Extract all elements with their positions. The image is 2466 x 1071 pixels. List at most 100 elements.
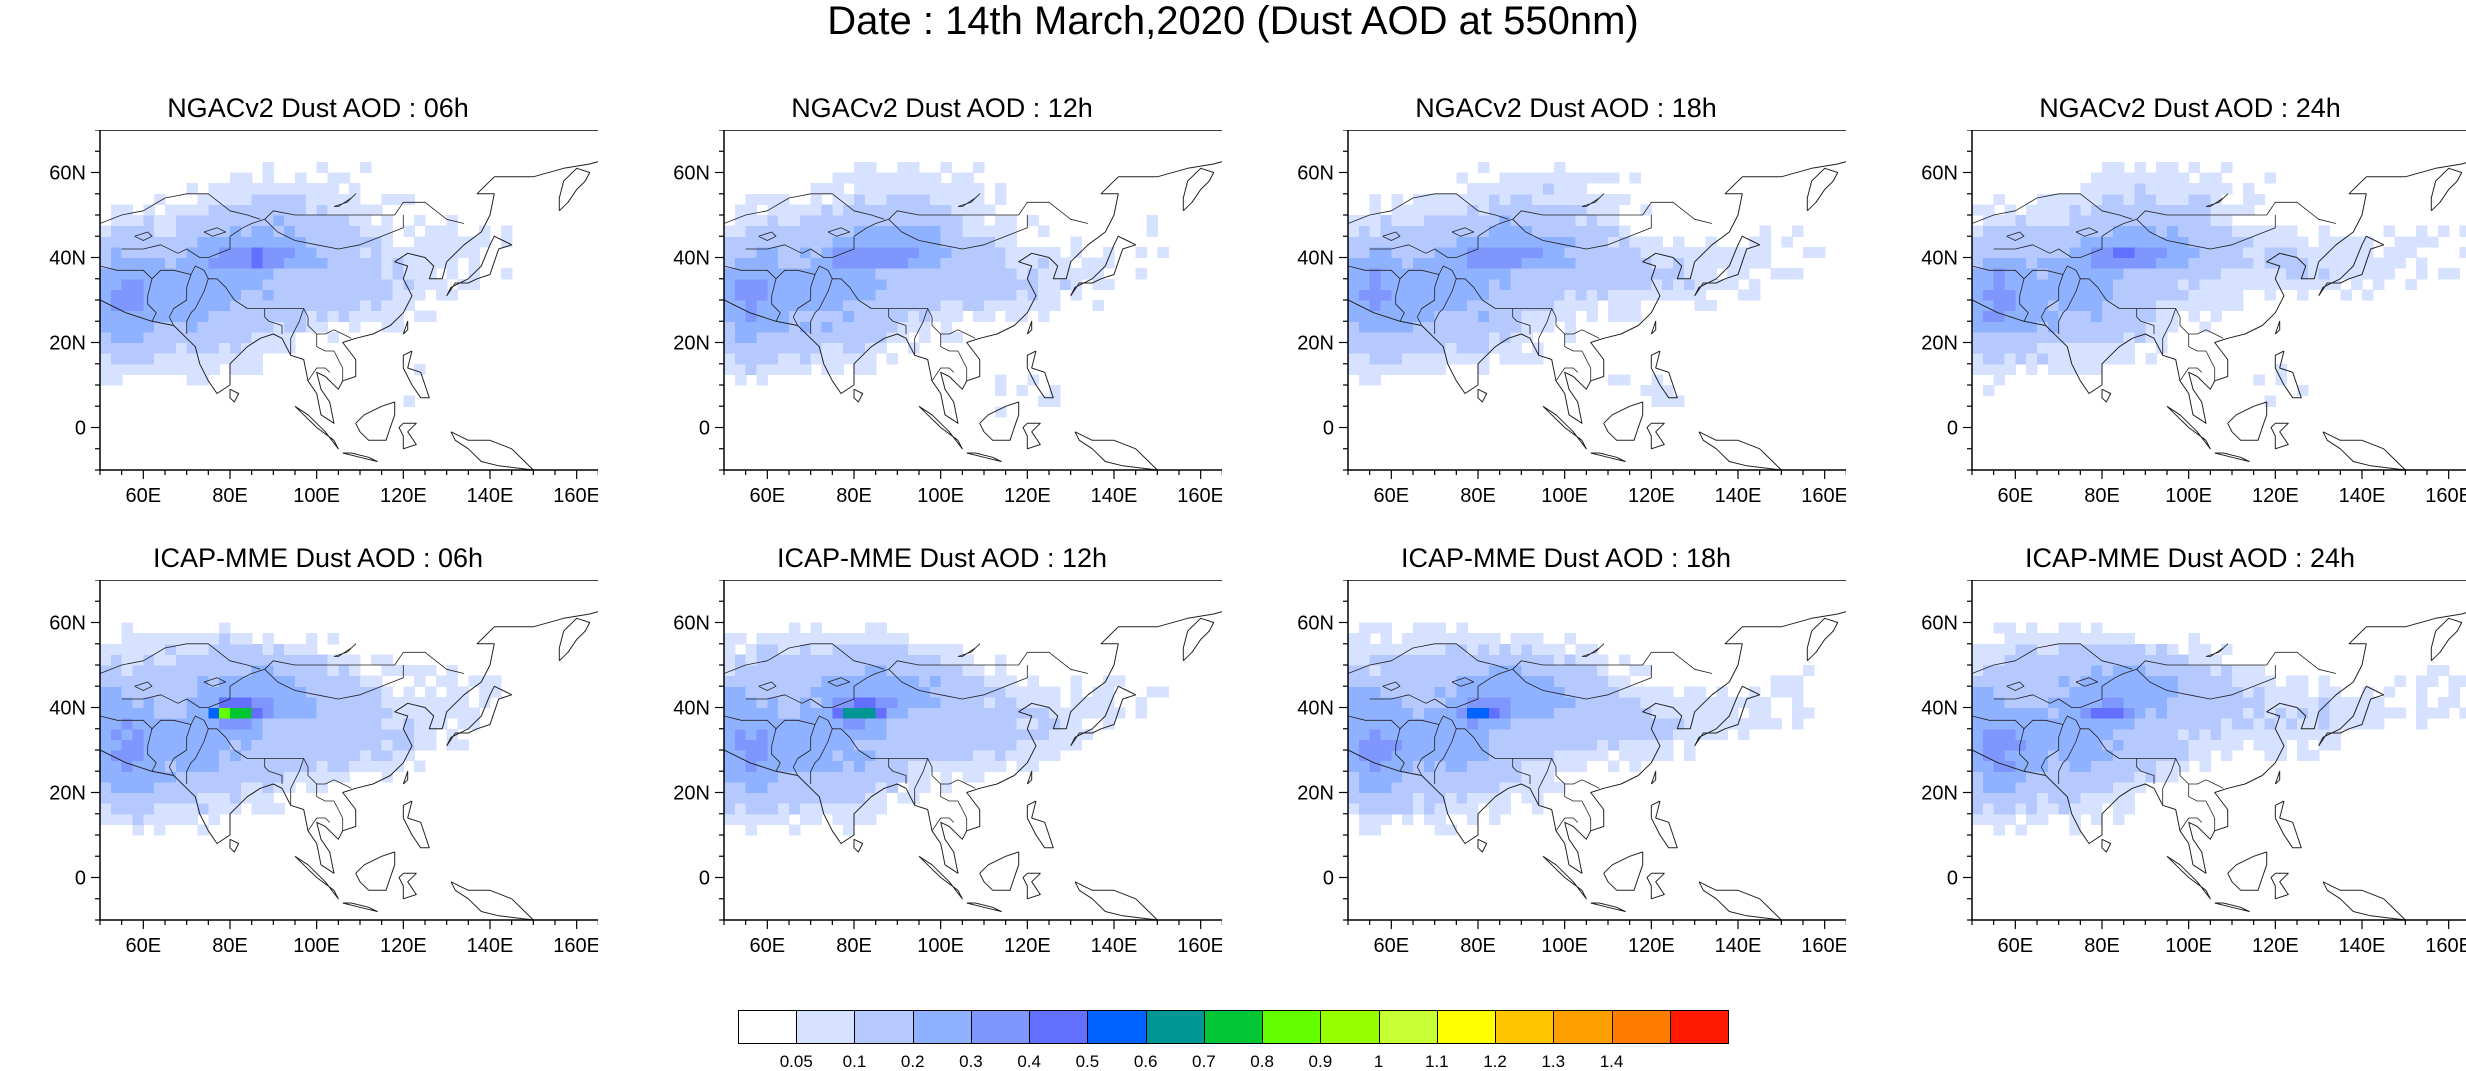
colorbar-swatch xyxy=(970,1010,1031,1044)
coastlines xyxy=(724,161,1222,470)
colorbar-label: 0.3 xyxy=(959,1052,983,1071)
map-plot: 60E 80E 100E 120E 140E 160E 0 20N 40N 60N xyxy=(1297,580,1846,957)
map-plot: 60E 80E 100E 120E 140E 160E 0 20N 40N 60N xyxy=(1921,130,2466,507)
coastlines xyxy=(724,611,1222,920)
lat-tick-label: 40N xyxy=(49,248,86,270)
lon-tick-label: 140E xyxy=(467,485,514,507)
lon-tick-label: 100E xyxy=(1541,485,1588,507)
panel-title: NGACv2 Dust AOD : 12h xyxy=(791,93,1093,123)
lon-tick-label: 80E xyxy=(2084,485,2120,507)
colorbar-label: 0.1 xyxy=(842,1052,867,1071)
lat-tick-label: 60N xyxy=(673,163,710,185)
coastlines xyxy=(100,611,598,920)
map-plot: 60E 80E 100E 120E 140E 160E 0 20N 40N 60N xyxy=(673,130,1222,507)
lat-tick-label: 20N xyxy=(1297,333,1334,355)
lon-tick-label: 160E xyxy=(1177,485,1222,507)
colorbar-label: 0.2 xyxy=(900,1052,925,1071)
colorbar-swatch xyxy=(1320,1010,1380,1044)
colorbar-label: 1.3 xyxy=(1541,1052,1566,1071)
lat-tick-label: 20N xyxy=(49,333,86,355)
lon-tick-label: 60E xyxy=(750,935,786,957)
lon-tick-label: 140E xyxy=(1715,485,1762,507)
lat-tick-label: 60N xyxy=(49,163,86,185)
map-plot: 60E 80E 100E 120E 140E 160E 0 20N 40N 60N xyxy=(1921,580,2466,957)
lat-tick-label: 0 xyxy=(1947,418,1958,440)
lon-tick-label: 160E xyxy=(1177,935,1222,957)
lat-tick-label: 40N xyxy=(1921,248,1958,270)
lon-tick-label: 120E xyxy=(1004,935,1051,957)
lon-tick-label: 100E xyxy=(917,935,964,957)
lon-tick-label: 80E xyxy=(1460,935,1496,957)
lon-tick-label: 60E xyxy=(1374,485,1410,507)
lon-tick-label: 80E xyxy=(212,935,248,957)
lat-tick-label: 0 xyxy=(1947,868,1958,890)
aod-field xyxy=(724,130,1222,470)
aod-field xyxy=(1972,130,2466,470)
panel-title: ICAP-MME Dust AOD : 18h xyxy=(1400,543,1732,573)
coastlines xyxy=(1348,611,1846,920)
panel-title: NGACv2 Dust AOD : 06h xyxy=(167,93,469,123)
lon-tick-label: 160E xyxy=(1801,935,1846,957)
map-plot: 60E 80E 100E 120E 140E 160E 0 20N 40N 60N xyxy=(1297,130,1846,507)
lat-tick-label: 20N xyxy=(1297,783,1334,805)
lat-tick-label: 20N xyxy=(1921,333,1958,355)
map-panel-icap-12h: ICAP-MME Dust AOD : 12h 60E 80E 100E 120E 14… xyxy=(662,540,1222,960)
lon-tick-label: 120E xyxy=(1628,935,1675,957)
lon-tick-label: 120E xyxy=(1004,485,1051,507)
lon-tick-label: 80E xyxy=(836,935,872,957)
colorbar-swatch xyxy=(1669,1010,1729,1044)
colorbar-swatch xyxy=(1611,1010,1671,1044)
colorbar-label: 1.2 xyxy=(1483,1052,1507,1071)
lon-tick-label: 80E xyxy=(212,485,248,507)
panel-title: ICAP-MME Dust AOD : 06h xyxy=(152,543,484,573)
lon-tick-label: 100E xyxy=(2165,485,2212,507)
lon-tick-label: 160E xyxy=(2425,485,2466,507)
lon-tick-label: 140E xyxy=(1091,935,1138,957)
lon-tick-label: 120E xyxy=(2252,485,2299,507)
lon-tick-label: 100E xyxy=(293,485,340,507)
lat-tick-label: 60N xyxy=(1297,163,1334,185)
coastlines xyxy=(1972,162,2466,470)
panel-title: ICAP-MME Dust AOD : 12h xyxy=(776,543,1108,573)
panel-title: ICAP-MME Dust AOD : 24h xyxy=(2024,543,2356,573)
colorbar-swatch xyxy=(1029,1010,1089,1044)
colorbar-swatch xyxy=(1378,1010,1438,1044)
lat-tick-label: 40N xyxy=(1297,248,1334,270)
lat-tick-label: 20N xyxy=(673,333,710,355)
colorbar-swatch xyxy=(912,1010,972,1044)
lon-tick-label: 140E xyxy=(2339,485,2386,507)
lon-tick-label: 140E xyxy=(467,935,514,957)
colorbar-label: 1.4 xyxy=(1599,1052,1624,1071)
colorbar-label: 0.6 xyxy=(1133,1052,1158,1071)
map-panel-icap-24h: ICAP-MME Dust AOD : 24h 60E 80E 100E 120E 14… xyxy=(1910,540,2466,960)
lon-tick-label: 120E xyxy=(380,485,427,507)
aod-field xyxy=(1348,130,1846,470)
map-panel-ngacv2-06h: NGACv2 Dust AOD : 06h 60E 80E 100E 120E 140E… xyxy=(38,90,598,510)
colorbar-swatch xyxy=(1087,1010,1147,1044)
lon-tick-label: 60E xyxy=(126,485,162,507)
lon-tick-label: 60E xyxy=(1374,935,1410,957)
aod-field xyxy=(1348,580,1846,920)
map-plot: 60E 80E 100E 120E 140E 160E 0 20N 40N 60N xyxy=(49,580,598,957)
lon-tick-label: 160E xyxy=(2425,935,2466,957)
map-panel-ngacv2-24h: NGACv2 Dust AOD : 24h 60E 80E 100E 120E 140E… xyxy=(1910,90,2466,510)
lon-tick-label: 120E xyxy=(1628,485,1675,507)
colorbar-swatch xyxy=(1436,1010,1497,1044)
map-panel-icap-18h: ICAP-MME Dust AOD : 18h 60E 80E 100E 120E 14… xyxy=(1286,540,1846,960)
lon-tick-label: 140E xyxy=(2339,935,2386,957)
coastlines xyxy=(100,161,598,470)
lat-tick-label: 0 xyxy=(75,418,86,440)
lat-tick-label: 60N xyxy=(49,613,86,635)
lon-tick-label: 100E xyxy=(293,935,340,957)
aod-field xyxy=(100,130,598,470)
lat-tick-label: 40N xyxy=(673,248,710,270)
colorbar-label: 0.5 xyxy=(1075,1052,1100,1071)
colorbar-swatch xyxy=(796,1010,856,1044)
map-plot: 60E 80E 100E 120E 140E 160E 0 20N 40N 60N xyxy=(49,130,598,507)
lat-tick-label: 0 xyxy=(1323,418,1334,440)
lat-tick-label: 60N xyxy=(1297,613,1334,635)
map-panel-icap-06h: ICAP-MME Dust AOD : 06h 60E 80E 100E 120E 14… xyxy=(38,540,598,960)
panel-title: NGACv2 Dust AOD : 24h xyxy=(2039,93,2341,123)
aod-field xyxy=(1972,580,2466,920)
lat-tick-label: 60N xyxy=(673,613,710,635)
